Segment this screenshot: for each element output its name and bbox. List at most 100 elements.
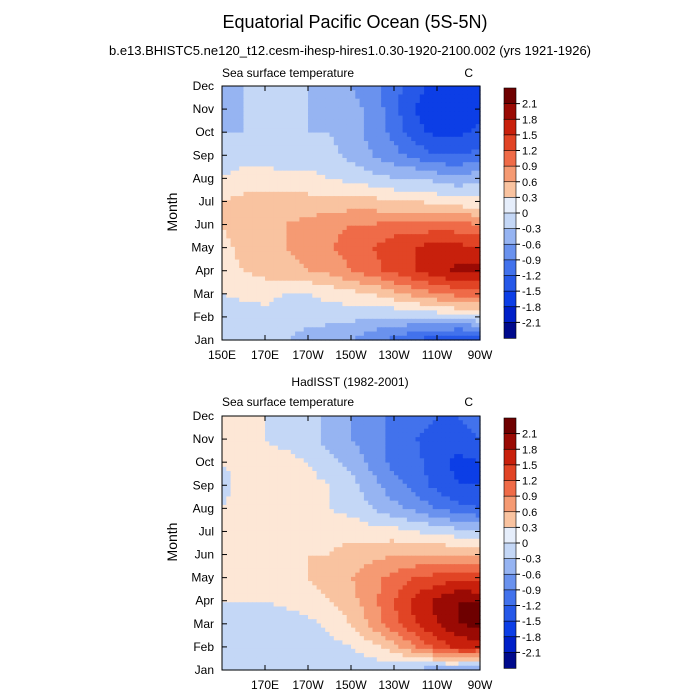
heatmap-cell [320, 276, 326, 282]
heatmap-cell [286, 263, 292, 269]
heatmap-cell [320, 335, 326, 341]
heatmap-cell [320, 297, 326, 303]
heatmap-cell [368, 306, 374, 311]
heatmap-cell [265, 132, 270, 138]
heatmap-cell [355, 276, 361, 282]
heatmap-cell [338, 331, 343, 337]
heatmap-cell [458, 174, 464, 180]
heatmap-cell [346, 445, 352, 451]
heatmap-cell [394, 196, 399, 201]
heatmap-cell [394, 263, 399, 269]
heatmap-cell [312, 255, 318, 261]
heatmap-cell [346, 471, 352, 476]
heatmap-cell [282, 331, 288, 337]
heatmap-cell [355, 284, 361, 290]
heatmap-cell [411, 432, 417, 438]
heatmap-cell [432, 251, 438, 256]
heatmap-cell [325, 183, 331, 189]
heatmap-cell [385, 500, 391, 506]
heatmap-cell [252, 174, 257, 180]
heatmap-cell [462, 475, 468, 481]
heatmap-cell [368, 200, 374, 206]
heatmap-cell [406, 466, 412, 472]
heatmap-cell [265, 251, 270, 256]
heatmap-cell [252, 217, 257, 223]
heatmap-cell [462, 145, 468, 151]
heatmap-cell [338, 437, 343, 442]
heatmap-cell [290, 471, 296, 476]
heatmap-cell [376, 284, 382, 290]
heatmap-cell [222, 416, 227, 421]
heatmap-cell [325, 504, 331, 510]
heatmap-cell [449, 255, 455, 261]
heatmap-cell [458, 115, 464, 121]
heatmap-cell [411, 119, 417, 125]
heatmap-cell [256, 432, 262, 438]
heatmap-cell [368, 179, 374, 184]
heatmap-cell [381, 432, 386, 438]
heatmap-cell [320, 318, 326, 324]
heatmap-cell [462, 153, 468, 159]
heatmap-cell [437, 196, 442, 201]
heatmap-cell [230, 487, 236, 493]
heatmap-cell [273, 217, 279, 223]
heatmap-cell [269, 284, 275, 290]
heatmap-cell [359, 251, 365, 256]
heatmap-cell [385, 323, 391, 328]
heatmap-cell [445, 496, 451, 502]
heatmap-cell [303, 487, 309, 493]
heatmap-cell [256, 449, 262, 455]
heatmap-cell [260, 424, 266, 430]
heatmap-cell [312, 458, 318, 464]
heatmap-cell [406, 454, 412, 459]
heatmap-cell [316, 496, 322, 502]
heatmap-cell [325, 441, 331, 447]
heatmap-cell [471, 263, 477, 269]
heatmap-cell [239, 420, 245, 426]
heatmap-cell [234, 310, 240, 316]
heatmap-cell [222, 462, 227, 468]
heatmap-cell [338, 246, 343, 252]
heatmap-cell [282, 94, 288, 100]
heatmap-cell [320, 255, 326, 261]
heatmap-cell [419, 289, 425, 295]
heatmap-cell [290, 196, 296, 201]
heatmap-cell [394, 293, 399, 299]
heatmap-cell [346, 90, 352, 96]
heatmap-cell [363, 263, 369, 269]
heatmap-cell [385, 157, 391, 163]
heatmap-cell [260, 217, 266, 223]
heatmap-cell [475, 445, 481, 451]
heatmap-cell [445, 331, 451, 337]
heatmap-cell [398, 331, 404, 337]
heatmap-cell [372, 132, 378, 138]
heatmap-cell [381, 145, 386, 151]
heatmap-cell [260, 479, 266, 485]
heatmap-cell [299, 166, 305, 172]
heatmap-cell [346, 280, 352, 286]
heatmap-cell [329, 475, 335, 481]
heatmap-cell [467, 183, 472, 189]
heatmap-cell [428, 213, 434, 218]
heatmap-cell [376, 504, 382, 510]
heatmap-cell [368, 420, 374, 426]
heatmap-cell [316, 272, 322, 278]
heatmap-cell [363, 132, 369, 138]
heatmap-cell [381, 107, 386, 112]
heatmap-cell [290, 432, 296, 438]
heatmap-cell [222, 191, 227, 197]
heatmap-cell [462, 246, 468, 252]
heatmap-cell [222, 492, 227, 498]
heatmap-cell [385, 234, 391, 239]
heatmap-cell [376, 496, 382, 502]
heatmap-cell [394, 466, 399, 472]
heatmap-cell [316, 196, 322, 201]
heatmap-cell [458, 301, 464, 307]
heatmap-cell [222, 102, 227, 108]
heatmap-cell [458, 462, 464, 468]
figure-title: Equatorial Pacific Ocean (5S-5N) [222, 12, 487, 32]
heatmap-cell [376, 98, 382, 104]
heatmap-cell [458, 331, 464, 337]
heatmap-cell [273, 255, 279, 261]
heatmap-cell [415, 284, 421, 290]
